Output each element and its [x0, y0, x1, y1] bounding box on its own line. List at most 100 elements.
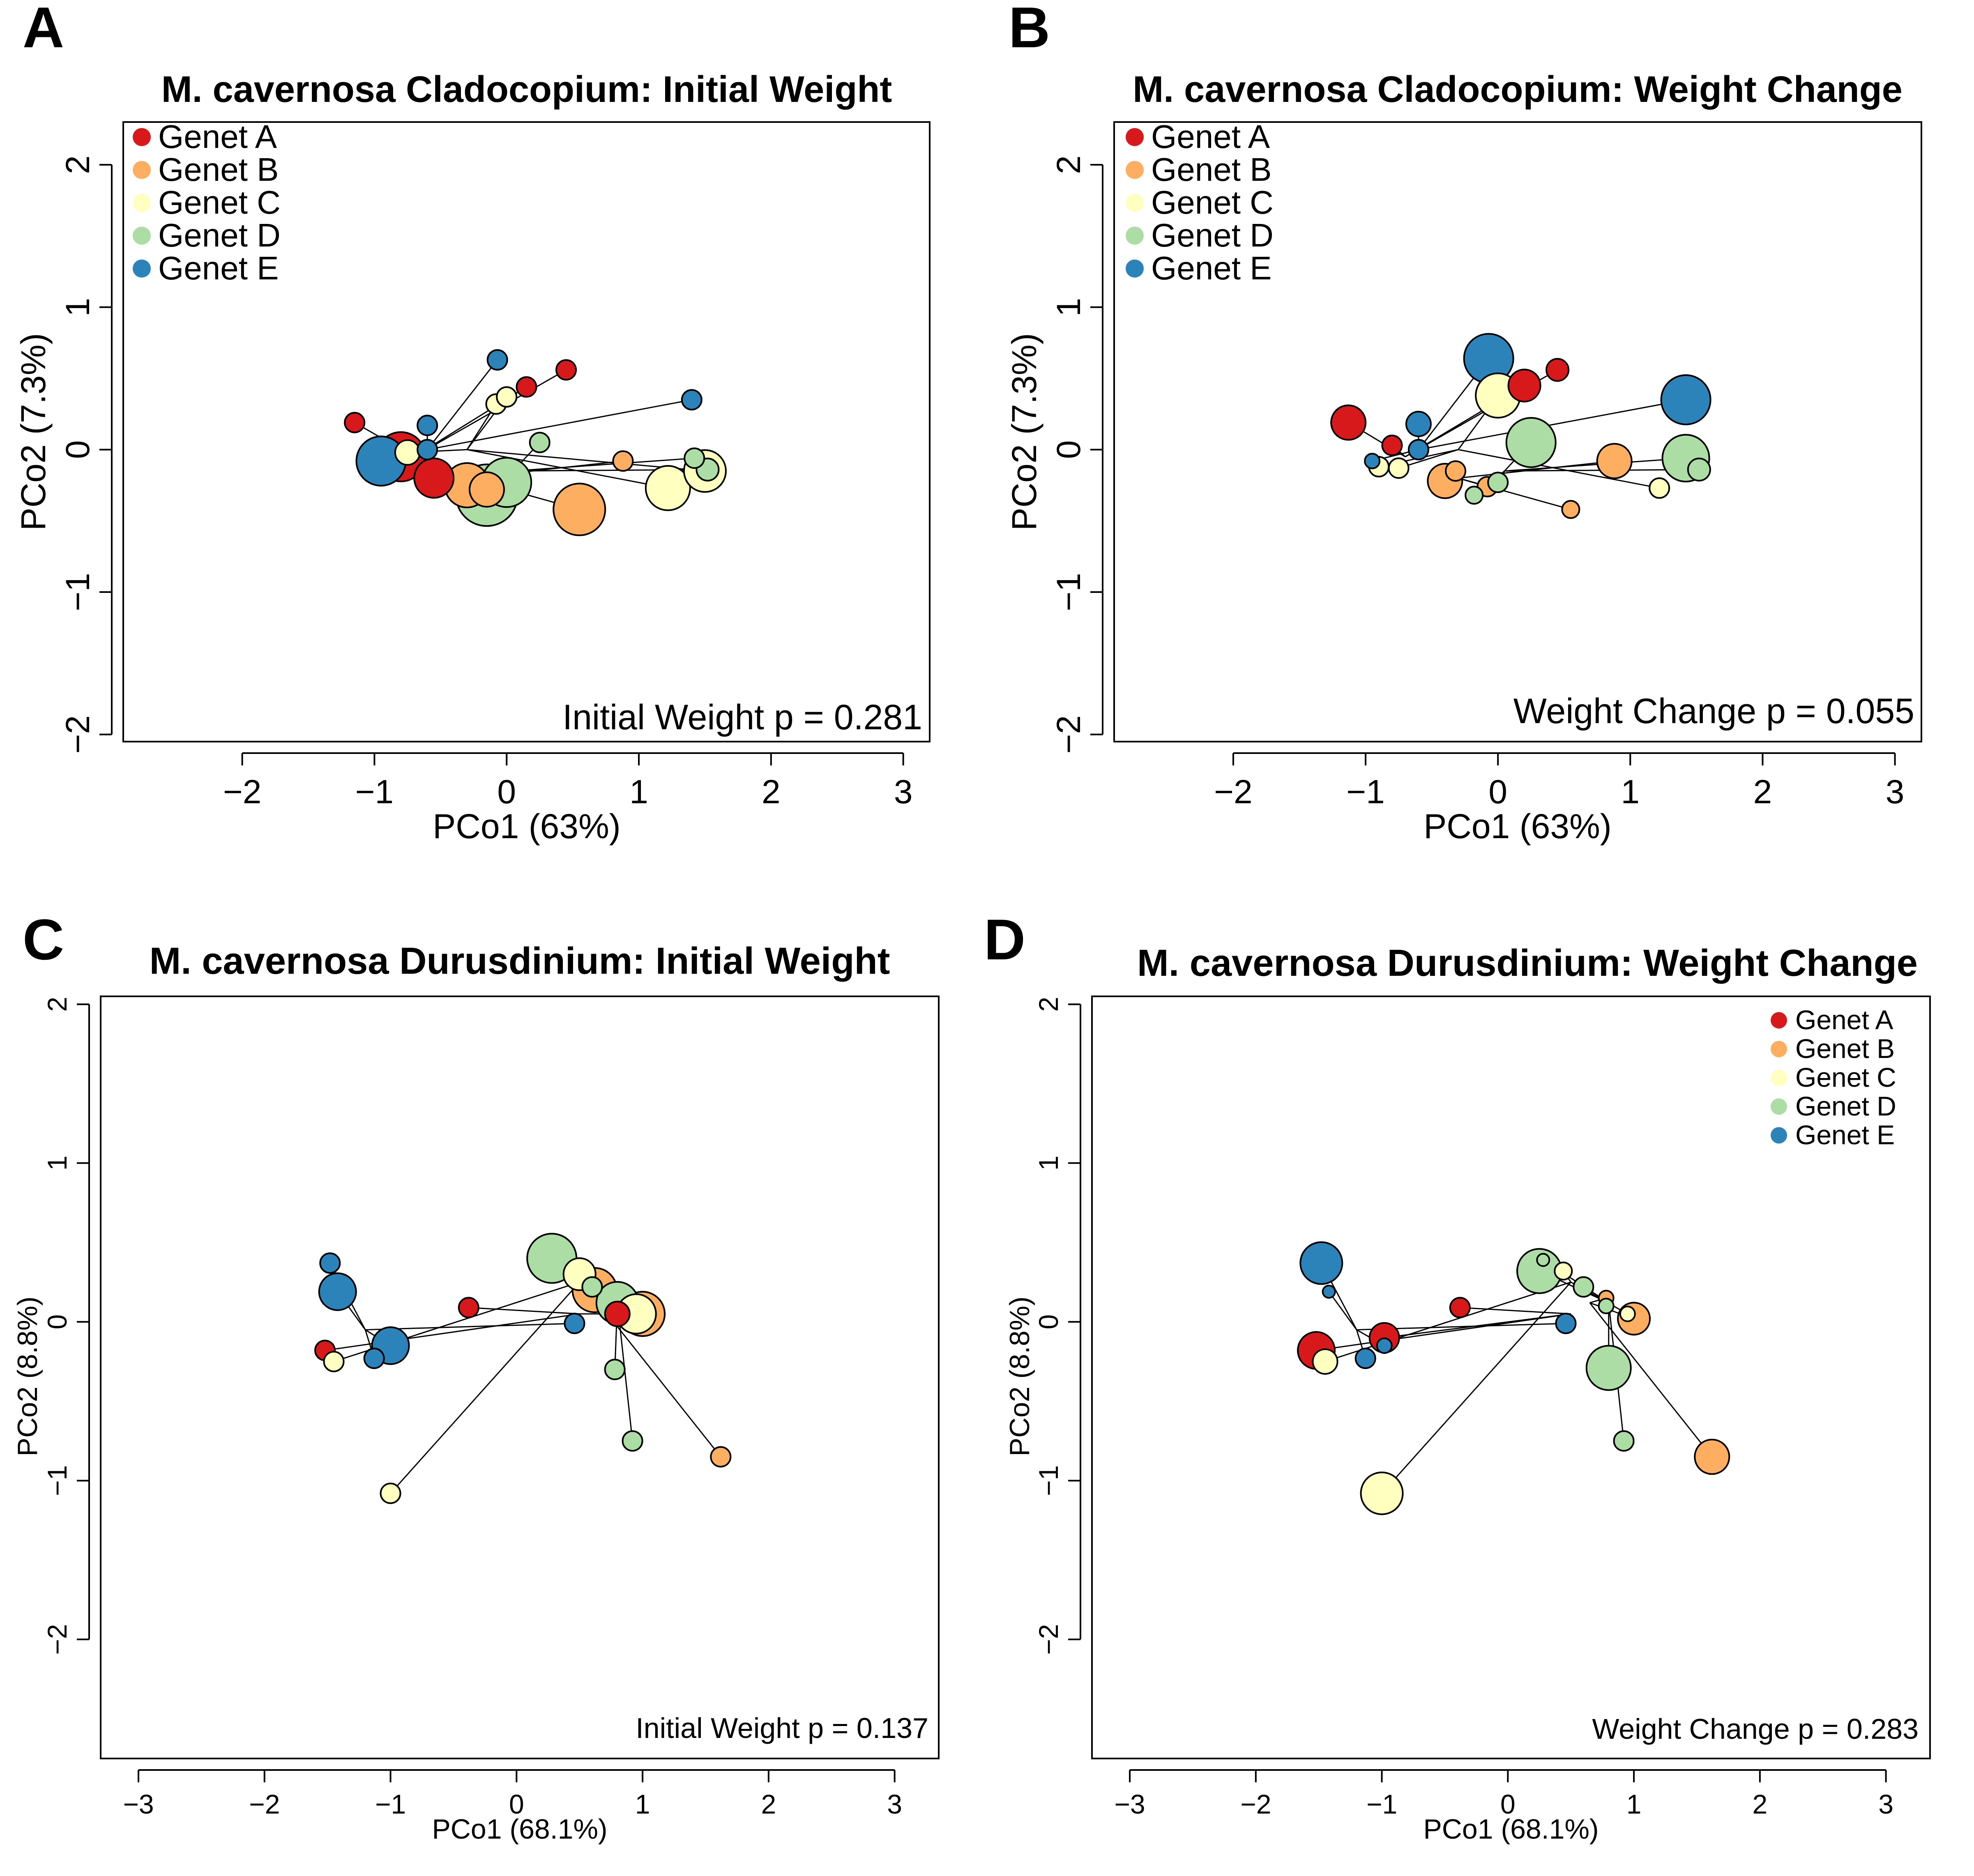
panel-b-title: M. cavernosa Cladocopium: Weight Change: [1133, 69, 1903, 110]
panel-d-y-tick-label: 2: [1033, 997, 1064, 1012]
panel-a-x-tick-label: 3: [894, 773, 913, 811]
panel-b-legend-marker: [1126, 161, 1144, 179]
panel-d-x-tick-label: 0: [1500, 1789, 1516, 1819]
panel-c-x-tick-label: 1: [635, 1789, 650, 1819]
panel-a-data-point: [612, 450, 634, 472]
panel-d-legend-marker: [1771, 1098, 1787, 1115]
panel-d-title: M. cavernosa Durusdinium: Weight Change: [1137, 942, 1918, 984]
panel-c-y-tick-label: 2: [42, 997, 72, 1012]
panel-b-legend-label: Genet D: [1151, 217, 1274, 254]
panel-c-links: [325, 1258, 721, 1494]
panel-a-y-tick-label: 0: [59, 440, 97, 459]
panel-c-axes: −3 −2 −1 0 1 2 3 −2 −1 0 1 2: [42, 996, 940, 1819]
panel-b-link-line: [1418, 399, 1686, 450]
panel-d-y-tick-label: −2: [1033, 1624, 1064, 1655]
panel-a-title: M. cavernosa Cladocopium: Initial Weight: [161, 69, 892, 110]
panel-d-data-point: [1449, 1297, 1471, 1318]
panel-b-data-point: [1546, 358, 1570, 382]
panel-d: D M. cavernosa Durusdinium: Weight Chang…: [984, 907, 1931, 1845]
panel-b-link-line: [1458, 449, 1660, 489]
panel-c-y-tick-label: 1: [42, 1155, 72, 1171]
panel-b-legend-label: Genet E: [1151, 250, 1272, 286]
panel-b-y-tick-label: −2: [1050, 715, 1087, 754]
panel-c-data-point: [363, 1348, 385, 1369]
panel-a-x-tick-label: 0: [497, 773, 516, 811]
panel-c-letter: C: [23, 907, 64, 972]
panel-a-legend-label: Genet D: [158, 217, 281, 254]
panel-a-link-line: [426, 360, 498, 450]
panel-d-legend-label: Genet B: [1795, 1033, 1895, 1064]
panel-b-data-point: [1465, 486, 1484, 505]
panel-a-legend-label: Genet B: [158, 151, 279, 188]
panel-a-x-axis-label: PCo1 (63%): [433, 807, 621, 846]
panel-d-x-tick-label: −3: [1114, 1789, 1145, 1819]
panel-c-data-point: [604, 1359, 626, 1380]
panel-c-data-point: [319, 1252, 341, 1274]
panel-b-data-point: [1561, 500, 1580, 519]
panel-c-y-tick-label: −2: [42, 1624, 72, 1655]
panel-d-data-point: [1585, 1345, 1632, 1391]
panel-d-y-axis-label: PCo2 (8.8%): [1004, 1296, 1035, 1456]
panel-a-legend-marker: [133, 259, 151, 278]
panel-d-data-point: [1694, 1438, 1730, 1475]
panel-d-x-tick-label: −1: [1366, 1789, 1397, 1819]
panel-c-annotation: Initial Weight p = 0.137: [636, 1712, 928, 1744]
panel-a-y-tick-label: 1: [59, 298, 97, 317]
panel-b-data-point: [1487, 472, 1509, 493]
panel-b-link-line: [1458, 460, 1615, 479]
panel-c-x-tick-label: −1: [375, 1789, 406, 1819]
panel-d-links: [1316, 1259, 1713, 1494]
panel-b-data-point: [1507, 369, 1541, 403]
panel-c-link-line: [365, 1323, 575, 1331]
panel-d-legend-label: Genet D: [1795, 1091, 1896, 1121]
panel-b-data-point: [1330, 404, 1367, 441]
panel-a-data-point: [496, 386, 518, 408]
panel-d-data-point: [1376, 1337, 1393, 1354]
panel-b-legend-label: Genet C: [1151, 184, 1274, 221]
panel-a-letter: A: [23, 0, 64, 60]
panel-b-data-point: [1364, 453, 1381, 470]
panel-b-legend-marker: [1126, 128, 1144, 146]
panel-b-data-point: [1660, 374, 1711, 425]
panel-a-y-axis-label: PCo2 (7.3%): [14, 333, 53, 531]
panel-a-annotation: Initial Weight p = 0.281: [562, 698, 922, 737]
panel-a-y-tick-label: 2: [59, 155, 97, 174]
panel-d-data-point: [1322, 1284, 1336, 1299]
panel-b-legend-marker: [1126, 194, 1144, 212]
panel-a-legend-marker: [133, 128, 151, 146]
panel-b-legend-marker: [1126, 226, 1144, 245]
panel-d-legend-marker: [1771, 1041, 1787, 1058]
panel-a-x-tick-label: 2: [762, 773, 781, 811]
panel-b-data-point: [1649, 477, 1670, 499]
panel-b-data-point: [1405, 410, 1432, 437]
panel-a-data-point: [344, 412, 366, 433]
panel-c-x-tick-label: −2: [249, 1789, 280, 1819]
panel-c-link-line: [390, 1281, 580, 1494]
panel-d-annotation: Weight Change p = 0.283: [1592, 1713, 1919, 1745]
panel-a-legend-marker: [133, 226, 151, 245]
panel-a-data-point: [684, 447, 705, 469]
panel-a-data-point: [516, 376, 537, 398]
panel-b-data-point: [1407, 439, 1429, 461]
panel-d-legend-marker: [1771, 1012, 1787, 1029]
panel-b-link-line: [1504, 457, 1686, 472]
panel-a-data-point: [468, 471, 505, 508]
panel-d-data-point: [1619, 1305, 1636, 1322]
panel-a-data-point: [645, 465, 691, 511]
panel-a-x-tick-label: −2: [223, 773, 262, 811]
panel-a-plot-frame: [122, 121, 931, 742]
panel-b-x-axis-label: PCo1 (63%): [1423, 807, 1612, 846]
panel-a-points: [344, 349, 727, 536]
panel-c-data-point: [323, 1351, 345, 1372]
panel-b-data-point: [1388, 457, 1410, 479]
panel-d-x-tick-label: 3: [1878, 1789, 1893, 1819]
panel-d-legend-label: Genet E: [1795, 1120, 1895, 1150]
panel-a-legend-label: Genet E: [158, 250, 279, 286]
panel-a-link-line: [467, 449, 668, 489]
panel-a-axes: −2 −1 0 1 2 3 −2 −1 0 1 2: [59, 121, 931, 811]
panel-c-x-tick-label: 3: [887, 1789, 902, 1819]
panel-c-link-line: [598, 1302, 721, 1457]
